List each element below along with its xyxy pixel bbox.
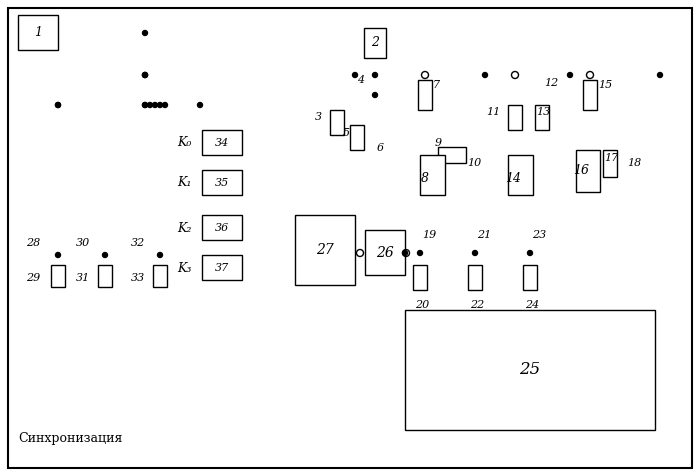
Bar [405, 310, 655, 430]
Text: 28: 28 [26, 238, 40, 248]
Text: 29: 29 [26, 273, 40, 283]
Bar [603, 150, 617, 177]
Text: 35: 35 [215, 178, 229, 188]
Bar [18, 15, 58, 50]
Text: 11: 11 [486, 107, 500, 117]
Bar [202, 255, 242, 280]
Text: 23: 23 [532, 230, 546, 240]
Text: 18: 18 [627, 158, 641, 168]
Circle shape [158, 102, 162, 108]
Text: 17: 17 [604, 153, 618, 163]
Text: 37: 37 [215, 263, 229, 273]
Text: 13: 13 [536, 107, 550, 117]
Bar [576, 150, 600, 192]
Text: 9: 9 [435, 138, 442, 148]
Text: 5: 5 [343, 128, 350, 138]
Text: K₃: K₃ [178, 261, 192, 275]
Circle shape [143, 102, 148, 108]
Text: 22: 22 [470, 300, 484, 310]
Circle shape [102, 252, 108, 258]
Text: 33: 33 [131, 273, 145, 283]
Text: 34: 34 [215, 138, 229, 148]
Text: 25: 25 [519, 361, 540, 378]
Text: 2: 2 [371, 37, 379, 50]
Circle shape [143, 102, 148, 108]
Text: 15: 15 [598, 80, 612, 90]
Text: 16: 16 [573, 163, 589, 177]
Text: 10: 10 [467, 158, 482, 168]
Text: K₂: K₂ [178, 221, 192, 235]
Text: 31: 31 [76, 273, 90, 283]
Circle shape [143, 72, 148, 78]
Circle shape [143, 30, 148, 36]
Bar [350, 125, 364, 150]
Circle shape [473, 250, 477, 256]
Circle shape [197, 102, 202, 108]
Circle shape [55, 252, 60, 258]
Bar [438, 147, 466, 163]
Circle shape [372, 72, 377, 78]
Bar [153, 265, 167, 287]
Bar [202, 170, 242, 195]
Text: 8: 8 [421, 171, 429, 185]
Text: 21: 21 [477, 230, 491, 240]
Text: 1: 1 [34, 27, 42, 40]
Circle shape [417, 250, 423, 256]
Text: 26: 26 [376, 246, 394, 260]
Bar [508, 105, 522, 130]
Circle shape [55, 102, 60, 108]
Text: K₀: K₀ [178, 137, 192, 149]
Bar [420, 155, 445, 195]
Text: 20: 20 [415, 300, 429, 310]
Circle shape [143, 72, 148, 78]
Text: 30: 30 [76, 238, 90, 248]
Bar [365, 230, 405, 275]
Bar [413, 265, 427, 290]
Text: Синхронизация: Синхронизация [18, 432, 122, 445]
Circle shape [568, 72, 573, 78]
Bar [523, 265, 537, 290]
Circle shape [372, 92, 377, 98]
Circle shape [353, 72, 358, 78]
Text: 3: 3 [315, 112, 322, 122]
Circle shape [148, 102, 153, 108]
Bar [295, 215, 355, 285]
Circle shape [402, 250, 407, 256]
Text: 32: 32 [131, 238, 145, 248]
Circle shape [158, 252, 162, 258]
Text: 19: 19 [422, 230, 436, 240]
Bar [330, 110, 344, 135]
Circle shape [528, 250, 533, 256]
Text: 12: 12 [544, 78, 559, 88]
Bar [98, 265, 112, 287]
Bar [418, 80, 432, 110]
Bar [364, 28, 386, 58]
Circle shape [657, 72, 662, 78]
Circle shape [55, 102, 60, 108]
Bar [202, 130, 242, 155]
Text: 4: 4 [357, 75, 364, 85]
Text: 24: 24 [525, 300, 539, 310]
Text: 14: 14 [505, 171, 521, 185]
Circle shape [162, 102, 167, 108]
Bar [535, 105, 549, 130]
Bar [583, 80, 597, 110]
Bar [468, 265, 482, 290]
Bar [51, 265, 65, 287]
Text: 6: 6 [377, 143, 384, 153]
Circle shape [153, 102, 158, 108]
Text: 7: 7 [433, 80, 440, 90]
Circle shape [482, 72, 487, 78]
Text: 36: 36 [215, 223, 229, 233]
Text: K₁: K₁ [178, 177, 192, 189]
Circle shape [143, 72, 148, 78]
Bar [508, 155, 533, 195]
Text: 27: 27 [316, 243, 334, 257]
Bar [202, 215, 242, 240]
